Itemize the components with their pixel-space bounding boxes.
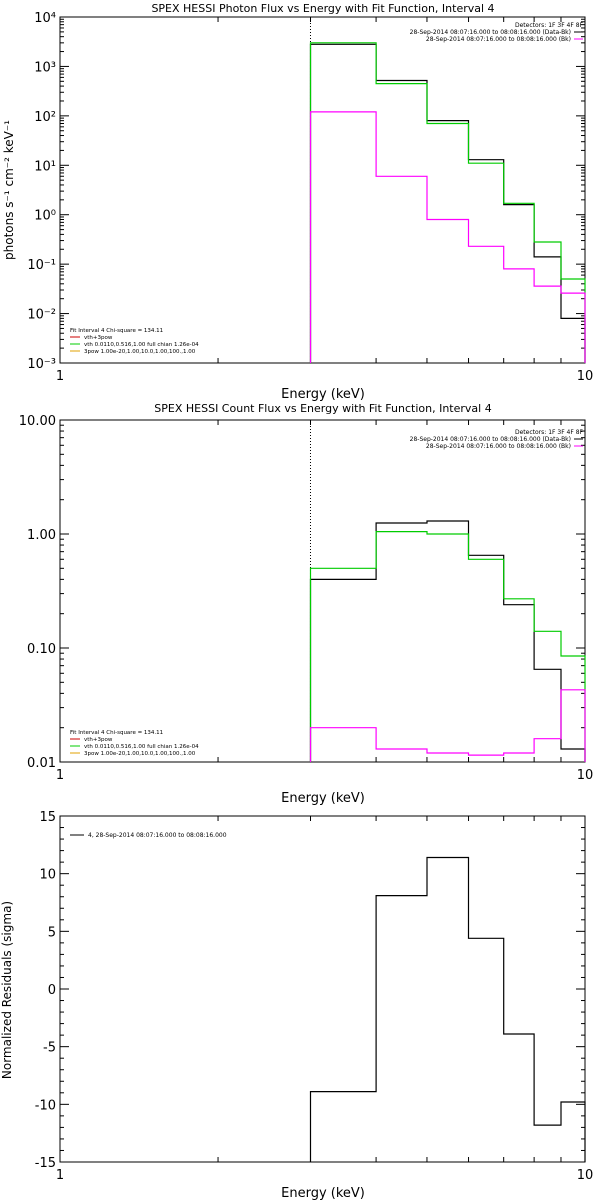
y-tick-label: 10⁰: [34, 209, 56, 224]
y-tick-label: 10: [39, 868, 56, 883]
y-tick-label: 10⁻²: [27, 308, 56, 323]
legend-bottom-entry: 3pow 1.00e-20,1.00,10.0,1.00,100.,1.00: [84, 751, 196, 757]
y-tick-label: -15: [35, 1156, 56, 1171]
x-tick-label: 10: [577, 369, 594, 384]
series-line-1: [309, 531, 586, 762]
x-tick-label: 10: [577, 1168, 594, 1183]
legend-bottom-entry: vth 0.0110,0.516,1.00 full chian 1.26e-0…: [84, 744, 199, 750]
legend-bottom-entry: 3pow 1.00e-20,1.00,10.0,1.00,100.,1.00: [84, 349, 196, 355]
x-tick-label: 1: [56, 1168, 64, 1183]
series-line-2: [309, 689, 586, 762]
y-tick-label: -5: [43, 1041, 56, 1056]
plot-frame: [59, 16, 586, 364]
legend-bottom-entry: Fit Interval 4 Chi-square = 134.11: [70, 328, 163, 334]
legend-top-entry: Detectors: 1F 3F 4F 8F: [515, 429, 584, 436]
y-tick-label: 5: [48, 925, 56, 940]
legend-bottom-entry: vth+3pow: [84, 335, 113, 341]
y-tick-label: 0.10: [27, 642, 56, 657]
series-line-2: [309, 111, 586, 363]
y-tick-label: 10⁴: [34, 11, 56, 26]
series-line-0: [309, 43, 586, 363]
plot-frame: [59, 815, 586, 1163]
x-tick-label: 1: [56, 768, 64, 783]
x-axis-label: Energy (keV): [281, 387, 365, 402]
legend-top-entry: Detectors: 1F 3F 4F 8F: [515, 22, 584, 29]
x-tick-label: 10: [577, 768, 594, 783]
y-tick-label: 15: [39, 810, 56, 825]
y-axis-label: photons s⁻¹ cm⁻² keV⁻¹: [2, 120, 16, 260]
x-axis-label: Energy (keV): [281, 791, 365, 806]
plot-frame: [59, 419, 586, 763]
series-line-1: [309, 42, 586, 363]
series-line-0: [309, 856, 586, 1162]
legend-bottom-entry: vth 0.0110,0.516,1.00 full chian 1.26e-0…: [84, 342, 199, 348]
y-tick-label: 1.00: [27, 528, 56, 543]
y-tick-label: 10⁻¹: [27, 258, 56, 273]
y-tick-label: -10: [35, 1098, 56, 1113]
y-axis-label: Normalized Residuals (sigma): [0, 901, 14, 1079]
y-tick-label: 0.01: [27, 756, 56, 771]
legend-top-entry: 4, 28-Sep-2014 08:07:16.000 to 08:08:16.…: [88, 832, 227, 839]
legend-bottom-entry: vth+3pow: [84, 737, 113, 743]
y-tick-label: 10¹: [34, 159, 56, 174]
legend-top-entry: 28-Sep-2014 08:07:16.000 to 08:08:16.000…: [426, 443, 571, 450]
legend-bottom-entry: Fit Interval 4 Chi-square = 134.11: [70, 730, 163, 736]
x-tick-label: 1: [56, 369, 64, 384]
y-tick-label: 10³: [34, 60, 56, 75]
legend-top-entry: 28-Sep-2014 08:07:16.000 to 08:08:16.000…: [410, 29, 571, 36]
chart-title: SPEX HESSI Count Flux vs Energy with Fit…: [154, 402, 491, 415]
chart-title: SPEX HESSI Photon Flux vs Energy with Fi…: [151, 2, 494, 15]
count-flux-panel: SPEX HESSI Count Flux vs Energy with Fit…: [19, 402, 593, 806]
y-tick-label: 10⁻³: [27, 357, 56, 372]
legend-top-entry: 28-Sep-2014 08:07:16.000 to 08:08:16.000…: [426, 36, 571, 43]
series-line-0: [309, 520, 586, 762]
y-tick-label: 10²: [34, 110, 56, 125]
y-tick-label: 0: [48, 983, 56, 998]
residuals-panel: Energy (keV) Normalized Residuals (sigma…: [0, 810, 594, 1201]
photon-flux-panel: SPEX HESSI Photon Flux vs Energy with Fi…: [2, 2, 593, 402]
x-axis-label: Energy (keV): [281, 1186, 365, 1200]
y-tick-label: 10.00: [19, 414, 56, 429]
legend-top-entry: 28-Sep-2014 08:07:16.000 to 08:08:16.000…: [410, 436, 571, 443]
